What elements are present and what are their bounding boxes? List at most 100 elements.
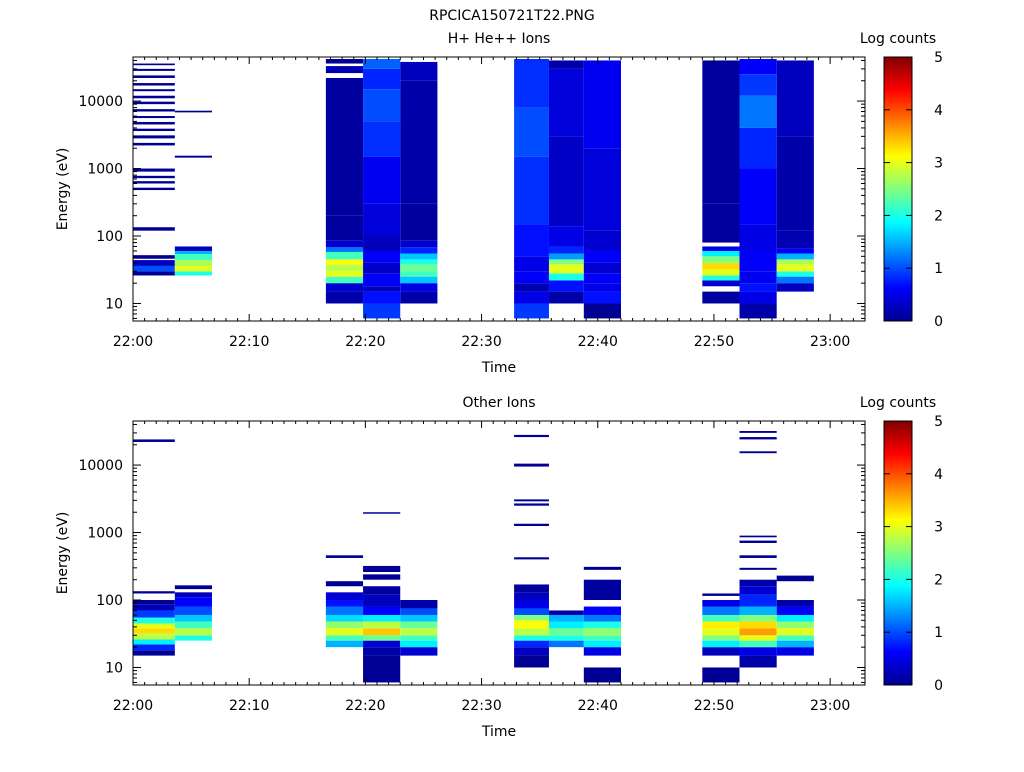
heatmap-cell [739,224,777,251]
heatmap-cell [548,136,584,227]
heatmap-cell [133,175,175,179]
heatmap-cell [133,142,175,146]
colorbar: Log counts 0 1 2 3 4 5 [860,395,943,694]
heatmap-cell [133,591,175,594]
heatmap-cell [548,280,584,292]
heatmap-cell [776,271,814,277]
y-tick-label: 1000 [87,526,123,542]
heatmap-cell [583,635,621,641]
heatmap-cell [174,254,213,261]
heatmap-cell [739,606,777,615]
heatmap-cell [363,236,401,251]
heatmap-cell [702,269,740,276]
heatmap-cell [325,600,364,607]
heatmap-cell [702,60,740,204]
heatmap-cell [514,614,549,621]
heatmap-cell [548,264,584,274]
heatmap-cell [583,291,621,304]
heatmap-cell [133,95,175,99]
heatmap-cell [400,283,438,292]
heatmap-cell [548,60,584,69]
heatmap-cell [583,621,621,629]
heatmap-cell [702,250,740,257]
heatmap-cell [514,434,549,438]
heatmap-cell [776,635,814,641]
colorbar-tick-label: 3 [934,156,943,172]
heatmap-cell [514,503,549,506]
heatmap-cell [133,439,175,442]
heatmap-cell [363,59,401,69]
heatmap-cell [739,291,777,304]
heatmap-cell [363,614,401,622]
heatmap-cell [174,585,213,590]
colorbar-gradient [883,56,913,322]
heatmap-cell [325,66,364,74]
heatmap-cell [174,155,213,158]
colorbar-tick-label: 1 [934,625,943,641]
heatmap-cell [400,621,438,629]
heatmap-cell [325,635,364,641]
x-tick-label: 22:30 [461,698,501,714]
heatmap-cell [325,240,364,248]
heatmap-cell [325,259,364,265]
heatmap-cell [325,276,364,284]
heatmap-cell [702,614,740,622]
heatmap-cell [514,620,549,629]
heatmap-cell [133,255,175,259]
heatmap-cell [739,555,777,558]
heatmap-cell [363,635,401,641]
heatmap-cell [548,246,584,254]
axes: 22:00 22:10 22:20 22:30 22:40 22:50 23:00 10 100… [78,421,866,714]
heatmap-cell [174,597,213,607]
heatmap-cell [363,68,401,90]
heatmap-cell [548,68,584,137]
heatmap-cell [363,667,401,683]
heatmap-cell [548,273,584,281]
heatmap-cell [739,647,777,656]
heatmap-cell [739,567,777,570]
heatmap-cell [702,262,740,270]
heatmap-cell [583,230,621,251]
heatmap-cell [548,226,584,247]
heatmap-cell [702,291,740,304]
colorbar-tick-label: 2 [934,572,943,588]
heatmap-cell [583,60,621,149]
heatmap-cell [174,635,213,641]
heatmap-cell [702,280,740,287]
heatmap-cell [400,61,438,81]
heatmap-cell [133,227,175,231]
heatmap-cell [514,107,549,157]
y-tick-label: 10 [105,296,123,312]
heatmap-cell [325,215,364,241]
x-tick-label: 22:20 [345,334,385,350]
heatmap-cell [514,59,549,108]
colorbar-tick-label: 0 [934,678,943,694]
heatmap-cell [363,121,401,157]
heatmap-cell [514,647,549,656]
heatmap-cell [514,592,549,601]
heatmap-cell [400,276,438,284]
heatmap-cell [133,639,175,645]
heatmap-cell [363,250,401,263]
heatmap-cell [400,203,438,241]
colorbar-tick-label: 4 [934,467,943,483]
heatmap-cell [363,586,401,595]
heatmap-cell [133,121,175,125]
heatmap-cell [548,610,584,615]
heatmap-cell [133,617,175,624]
x-tick-label: 22:30 [461,334,501,350]
heatmap-cell [325,283,364,292]
heatmap-cell [133,168,175,172]
heatmap-cell [739,437,777,440]
heatmap-cell [325,606,364,615]
panel-1: 22:00 22:10 22:20 22:30 22:40 22:50 23:0010100… [55,31,943,376]
heatmap-cell [363,203,401,237]
x-tick-label: 22:50 [694,698,734,714]
heatmap-cell [174,614,213,622]
heatmap-cell [776,259,814,265]
heatmap-cell [363,303,401,319]
heatmap-cell [583,647,621,656]
heatmap-cell [776,283,814,292]
heatmap-cell [363,606,401,615]
heatmap-cell [363,512,401,514]
